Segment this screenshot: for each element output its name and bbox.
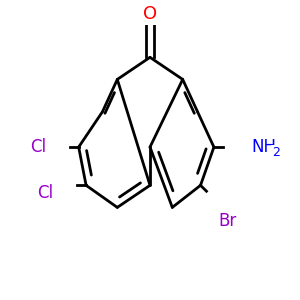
Text: 2: 2 — [272, 146, 280, 160]
Text: Cl: Cl — [30, 138, 46, 156]
Text: NH: NH — [251, 138, 276, 156]
Text: O: O — [143, 5, 157, 23]
Text: Br: Br — [218, 212, 237, 230]
Text: Cl: Cl — [37, 184, 53, 202]
